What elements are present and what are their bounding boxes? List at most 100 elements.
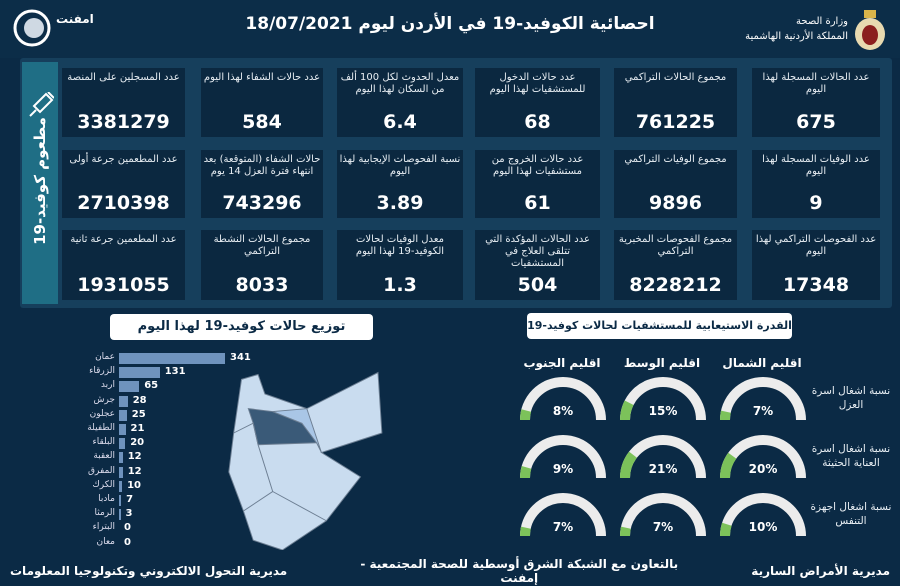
gauge-percent: 7% [552,520,574,534]
jordan-map [228,371,383,550]
stat-value: 17348 [782,274,850,296]
ministry-name: وزارة الصحة المملكة الأردنية الهاشمية [745,14,848,44]
district-label: جرش [93,394,115,405]
district-bar [119,495,122,506]
stat-label: حالات الشفاء (المتوقعة) بعد انتهاء فترة … [203,154,321,177]
district-label: الكرك [92,479,115,490]
district-label: معان [96,536,115,547]
gauge-track [520,435,606,479]
capacity-row-label: نسبة اشغال اسرة العزل [811,385,891,411]
district-value: 3 [125,508,133,520]
capacity-title: القدرة الاستيعابية للمستشفيات لحالات كوف… [527,313,792,339]
syringe-icon [29,92,54,117]
stat-label: معدل الوفيات لحالات الكوفيد-19 لهذا اليو… [355,234,445,257]
occupancy-gauge: 8% [517,376,609,424]
district-bar [119,381,140,393]
district-bar [119,409,127,421]
district-value: 25 [131,408,146,420]
district-value: 341 [230,352,251,363]
stat-value: 743296 [222,192,302,214]
district-value: 10 [127,479,142,491]
gauge-fill [520,466,532,479]
gauge-track [720,493,806,537]
gauge-track [720,377,806,421]
stat-label: معدل الحدوث لكل 100 ألف من السكان لهذا ا… [340,72,460,95]
gauge-percent: 10% [748,520,778,534]
stat-card: عدد الحالات المؤكدة التي تتلقى العلاج في… [475,230,600,300]
district-value: 28 [132,394,147,406]
district-bar [119,452,123,464]
district-value: 12 [127,465,142,477]
district-value: 0 [124,536,131,548]
district-label: عمان [95,352,115,362]
occupancy-gauge: 15% [617,376,709,424]
gauge-fill [720,410,731,421]
stat-card: مجموع الحالات النشطة التراكمي 8033 [201,230,323,300]
gauge-percent: 7% [752,404,774,418]
distribution-title: توزيع حالات كوفيد-19 لهذا اليوم [110,314,373,340]
footer: مديرية التحول الالكتروني وتكنولوجيا المع… [10,556,890,586]
district-label: الرمثا [94,508,116,519]
stat-value: 9 [809,192,823,214]
district-bar [119,353,225,364]
district-value: 20 [130,437,145,449]
district-value: 131 [164,366,186,378]
district-label: البلقاء [92,437,115,448]
footer-directorate-communicable: مديرية الأمراض السارية [751,564,890,578]
ministry-label: وزارة الصحة [796,16,848,27]
stat-value: 8228212 [629,274,722,296]
district-bar [119,480,123,492]
occupancy-gauge: 7% [717,376,809,424]
district-value: 12 [127,451,142,463]
gauge-fill [520,526,531,537]
district-value: 65 [144,380,159,392]
stat-label: عدد المسجلين على المنصة [67,72,180,83]
occupancy-gauge: 21% [617,434,709,482]
gauge-fill [620,451,638,479]
stat-label: عدد حالات الدخول للمستشفيات لهذا اليوم [489,72,586,95]
gauge-track [520,377,606,421]
stat-value: 504 [517,274,558,296]
stat-label: عدد الفحوصات التراكمي لهذا اليوم [755,234,877,257]
stat-card: عدد حالات الخروج من مستشفيات لهذا اليوم 6… [475,150,600,218]
stat-value: 584 [242,111,282,133]
occupancy-gauge: 9% [517,434,609,482]
district-bar [119,438,126,450]
gauge-percent: 21% [648,462,678,476]
gauge-percent: 8% [552,404,574,418]
kingdom-label: المملكة الأردنية الهاشمية [745,31,848,42]
stat-label: عدد المطعمين جرعة أولى [69,154,178,165]
region-header: اقليم الوسط [623,356,701,370]
stat-label: مجموع الفحوصات المخبرية التراكمي [618,234,733,257]
stat-label: عدد المطعمين جرعة ثانية [70,234,177,245]
header [0,0,900,58]
district-label: اربد [100,380,115,391]
stat-label: نسبة الفحوصات الإيجابية لهذا اليوم [339,154,461,177]
district-label: المفرق [88,465,115,476]
stat-label: عدد الحالات المسجلة لهذا اليوم [762,72,870,95]
gauge-percent: 20% [748,462,778,476]
stat-label: مجموع الحالات النشطة التراكمي [213,234,311,257]
gauge-percent: 15% [648,404,678,418]
district-label: البتراء [92,522,115,533]
partner-logo-text: امفنت [56,12,94,26]
gauge-fill [720,452,737,479]
district-bar [119,367,160,379]
vaccine-strip: مطعوم كوفيد-19 [22,62,58,304]
stat-card: عدد المطعمين جرعة ثانية 1931055 [62,230,185,300]
gauge-fill [620,526,631,537]
capacity-row-label: نسبة اشغال اسرة العناية الحثيثة [811,443,891,469]
page-title: احصائية الكوفيد-19 في الأردن ليوم 18/07/… [245,14,655,34]
stat-value: 675 [796,111,836,133]
stat-card: عدد المطعمين جرعة أولى 2710398 [62,150,185,218]
district-label: مادبا [98,494,115,504]
stat-card: عدد المسجلين على المنصة 3381279 [62,68,185,137]
stat-label: عدد الوفيات المسجلة لهذا اليوم [762,154,870,177]
district-value: 7 [126,494,134,505]
stat-label: عدد الحالات المؤكدة التي تتلقى العلاج في… [485,234,590,269]
gauge-percent: 9% [552,462,574,476]
stat-card: عدد حالات الدخول للمستشفيات لهذا اليوم 68 [475,68,600,137]
occupancy-gauge: 7% [617,492,709,540]
stat-card: عدد الوفيات المسجلة لهذا اليوم 9 [752,150,880,218]
stat-value: 2710398 [77,192,170,214]
